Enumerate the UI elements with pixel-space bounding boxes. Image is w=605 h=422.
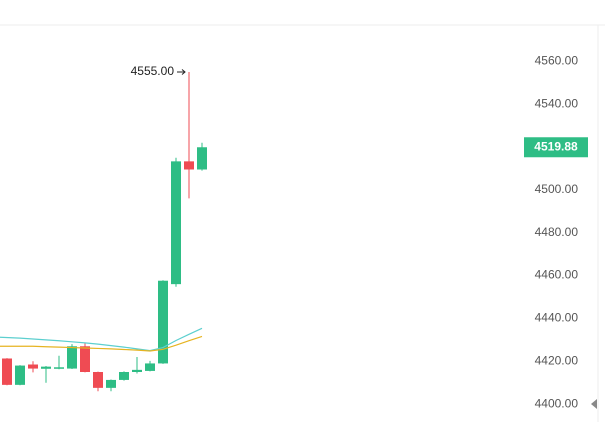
- candle-body: [28, 364, 38, 369]
- candle-body: [41, 366, 51, 369]
- candle-body: [67, 346, 77, 369]
- candle-body: [80, 346, 90, 372]
- price-tag-label: 4519.88: [534, 139, 578, 153]
- y-tick-label: 4440.00: [535, 311, 579, 325]
- candle-body: [145, 363, 155, 371]
- candle-body: [197, 147, 207, 170]
- candle-body: [158, 280, 168, 364]
- candle-body: [132, 369, 142, 372]
- collapse-icon[interactable]: [591, 399, 597, 409]
- candle-body: [2, 358, 12, 385]
- candle-body: [171, 161, 181, 285]
- y-tick-label: 4400.00: [535, 396, 579, 410]
- candle-body: [54, 367, 64, 369]
- candle-body: [184, 161, 194, 170]
- y-tick-label: 4480.00: [535, 225, 579, 239]
- moving-average: [0, 327, 203, 352]
- candle-body: [93, 372, 103, 388]
- candle-body: [15, 365, 25, 385]
- y-tick-label: 4420.00: [535, 353, 579, 367]
- y-tick-label: 4560.00: [535, 53, 579, 67]
- moving-average: [0, 335, 203, 352]
- candle-body: [106, 379, 116, 388]
- price-tag: [524, 137, 588, 158]
- annotation-arrow: [177, 69, 186, 75]
- y-tick-label: 4500.00: [535, 182, 579, 196]
- y-tick-label: 4540.00: [535, 96, 579, 110]
- y-tick-label: 4460.00: [535, 268, 579, 282]
- candle-body: [119, 372, 129, 380]
- high-annotation: 4555.00: [131, 64, 175, 78]
